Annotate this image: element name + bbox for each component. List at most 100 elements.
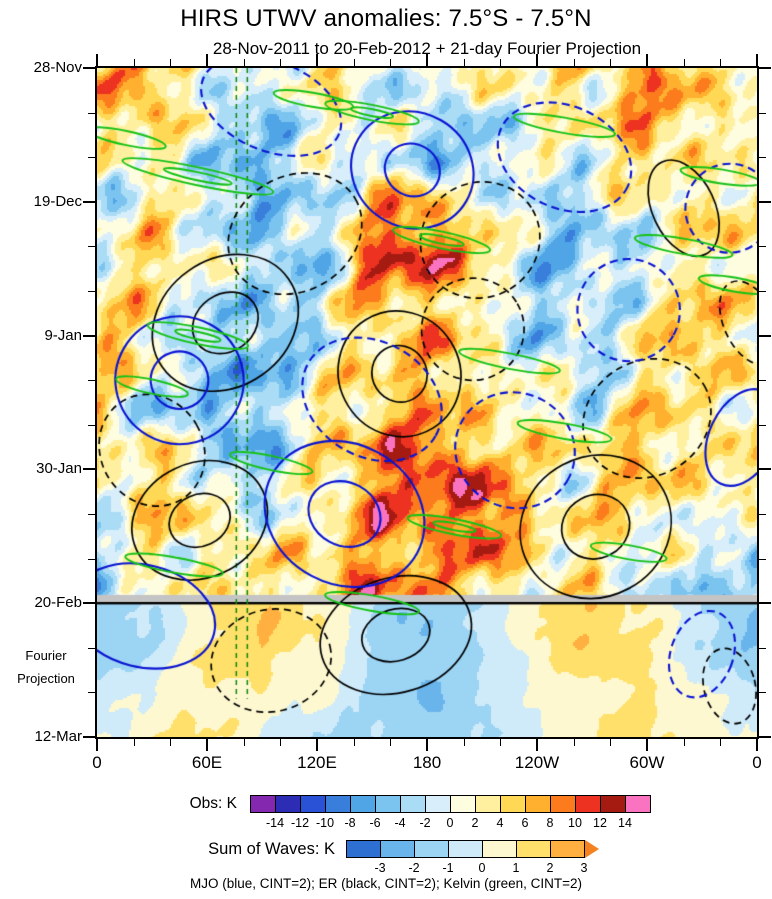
y-axis-minor-tick: [759, 692, 766, 693]
x-axis-major-tick: [206, 739, 208, 751]
x-axis-major-tick: [646, 54, 648, 66]
y-axis-minor-tick: [759, 291, 766, 292]
y-axis-major-tick: [759, 201, 771, 203]
x-axis-major-tick: [756, 54, 758, 66]
y-axis-major-tick: [759, 335, 771, 337]
colorbar-tick-label: 2: [471, 816, 479, 830]
colorbar-segment: [251, 796, 275, 812]
x-axis-minor-tick: [170, 739, 171, 746]
colorbar-segment: [475, 796, 500, 812]
page-subtitle: 28-Nov-2011 to 20-Feb-2012 + 21-day Four…: [212, 39, 642, 58]
x-axis-minor-tick: [244, 59, 245, 66]
y-axis-major-tick: [83, 736, 95, 738]
x-axis-tick-label: 60W: [629, 753, 665, 772]
x-axis-minor-tick: [134, 739, 135, 746]
colorbar-segment: [375, 796, 400, 812]
colorbar-segment: [482, 841, 516, 857]
y-axis-minor-tick: [759, 380, 766, 381]
sum-of-waves-colorbar-label: Sum of Waves: K: [208, 840, 335, 858]
colorbar-segment: [550, 796, 575, 812]
x-axis-major-tick: [96, 739, 98, 751]
colorbar-segment: [300, 796, 325, 812]
hovmoller-plot-area: 0 60E 120E 180 120W 60W 0 28-Nov 19-Dec 9-Jan 30-J…: [34, 54, 771, 772]
y-axis-minor-tick: [88, 113, 95, 114]
x-axis-minor-tick: [574, 739, 575, 746]
colorbar: [250, 795, 651, 813]
colorbar-segment: [525, 796, 550, 812]
x-axis-tick-label: 180: [412, 753, 442, 772]
x-axis-major-tick: [316, 739, 318, 751]
obs-colorbar-label: Obs: K: [189, 795, 237, 812]
y-axis-major-tick: [759, 468, 771, 470]
y-axis-major-tick: [83, 201, 95, 203]
colorbar-tick-label: 4: [496, 816, 504, 830]
colorbar-tick-label: 10: [568, 816, 582, 830]
x-axis-minor-tick: [134, 59, 135, 66]
y-axis-major-tick: [759, 736, 771, 738]
hovmoller-field-canvas: [97, 68, 757, 737]
x-axis-minor-tick: [244, 739, 245, 746]
y-axis-major-tick: [83, 335, 95, 337]
y-axis-minor-tick: [88, 380, 95, 381]
y-axis-major-tick: [83, 468, 95, 470]
colorbar-tick-label: 1: [512, 861, 520, 875]
y-axis-minor-tick: [88, 692, 95, 693]
x-axis-minor-tick: [610, 59, 611, 66]
x-axis-minor-tick: [354, 59, 355, 66]
colorbar-tick-label: 6: [521, 816, 529, 830]
colorbar-segment: [425, 796, 450, 812]
contour-legend-caption: MJO (blue, CINT=2); ER (black, CINT=2); …: [190, 876, 582, 891]
y-axis-minor-tick: [88, 291, 95, 292]
x-axis-minor-tick: [500, 739, 501, 746]
page-title: HIRS UTWV anomalies: 7.5°S - 7.5°N: [180, 5, 592, 32]
x-axis-major-tick: [206, 54, 208, 66]
colorbar-tick-label: -2: [419, 816, 431, 830]
sum-of-waves-colorbar-row: Sum of Waves: K -3 -2 -1 0 1 2 3: [97, 840, 757, 878]
x-axis-major-tick: [426, 54, 428, 66]
x-axis-minor-tick: [280, 59, 281, 66]
colorbar-tick-label: 14: [618, 816, 632, 830]
y-axis-tick-label: 20-Feb: [34, 594, 82, 611]
colorbar-tick-label: -8: [344, 816, 356, 830]
colorbar-segment: [400, 796, 425, 812]
colorbar-segment: [516, 841, 550, 857]
y-axis-major-tick: [759, 67, 771, 69]
colorbar-tick-label: 2: [546, 861, 554, 875]
x-axis-major-tick: [426, 739, 428, 751]
x-axis-minor-tick: [390, 739, 391, 746]
y-axis-minor-tick: [88, 157, 95, 158]
y-axis-major-tick: [83, 602, 95, 604]
y-axis-major-tick: [83, 67, 95, 69]
colorbar-segment: [350, 796, 375, 812]
colorbar-tick-label: 3: [580, 861, 588, 875]
y-axis-tick-label: 30-Jan: [36, 460, 82, 477]
obs-colorbar-row: Obs: K -14 -12 -10 -8 -6 -4 -2 0 2 4 6 8 10 12 14: [97, 795, 757, 833]
colorbar-segment: [550, 841, 584, 857]
colorbar-tick-label: 0: [446, 816, 454, 830]
x-axis-minor-tick: [574, 59, 575, 66]
colorbar-tick-label: 0: [478, 861, 486, 875]
colorbar-tick-label: -1: [442, 861, 454, 875]
x-axis-minor-tick: [280, 739, 281, 746]
x-axis-tick-label: 60E: [191, 753, 223, 772]
y-axis-major-tick: [759, 602, 771, 604]
colorbar-segment: [450, 796, 475, 812]
y-axis-minor-tick: [759, 425, 766, 426]
colorbar-tick-label: -2: [408, 861, 420, 875]
x-axis-major-tick: [96, 54, 98, 66]
x-axis-major-tick: [536, 739, 538, 751]
colorbar-tick-label: -3: [374, 861, 386, 875]
y-axis-tick-label: 19-Dec: [33, 193, 82, 210]
colorbar-tick-label: -12: [290, 816, 310, 830]
colorbar-segment: [414, 841, 448, 857]
x-axis-tick-label: 120E: [297, 753, 337, 772]
colorbar-segment: [448, 841, 482, 857]
y-axis-minor-tick: [88, 514, 95, 515]
colorbar-segment: [625, 796, 650, 812]
colorbar-segment: [325, 796, 350, 812]
y-axis-minor-tick: [759, 559, 766, 560]
x-axis-minor-tick: [500, 59, 501, 66]
colorbar-tick-label: -10: [315, 816, 335, 830]
x-axis-minor-tick: [464, 59, 465, 66]
